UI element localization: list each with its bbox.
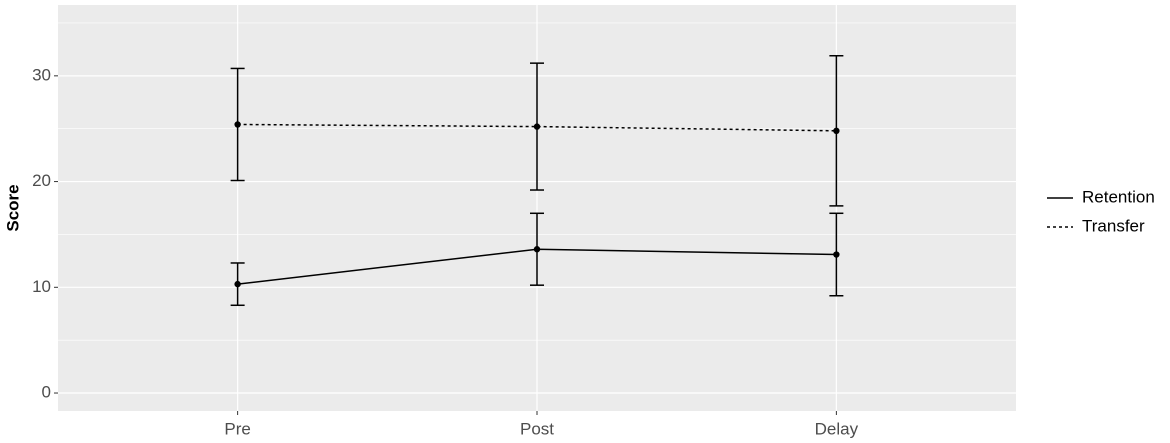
x-tick-label: Post — [520, 419, 554, 438]
series-line — [237, 123, 837, 132]
point — [234, 121, 241, 128]
legend-label: Transfer — [1082, 216, 1145, 235]
x-tick-label: Pre — [224, 419, 250, 438]
y-tick-label: 0 — [42, 383, 51, 402]
y-tick-label: 10 — [32, 277, 51, 296]
point — [833, 127, 840, 135]
y-tick-label: 30 — [32, 65, 51, 84]
point — [234, 280, 241, 288]
y-tick-label: 20 — [32, 171, 51, 190]
point — [533, 123, 541, 130]
y-axis-title: Score — [3, 184, 22, 231]
legend-label: Retention — [1082, 187, 1155, 206]
x-tick-label: Delay — [815, 419, 859, 438]
point — [533, 246, 541, 253]
point — [833, 251, 840, 258]
